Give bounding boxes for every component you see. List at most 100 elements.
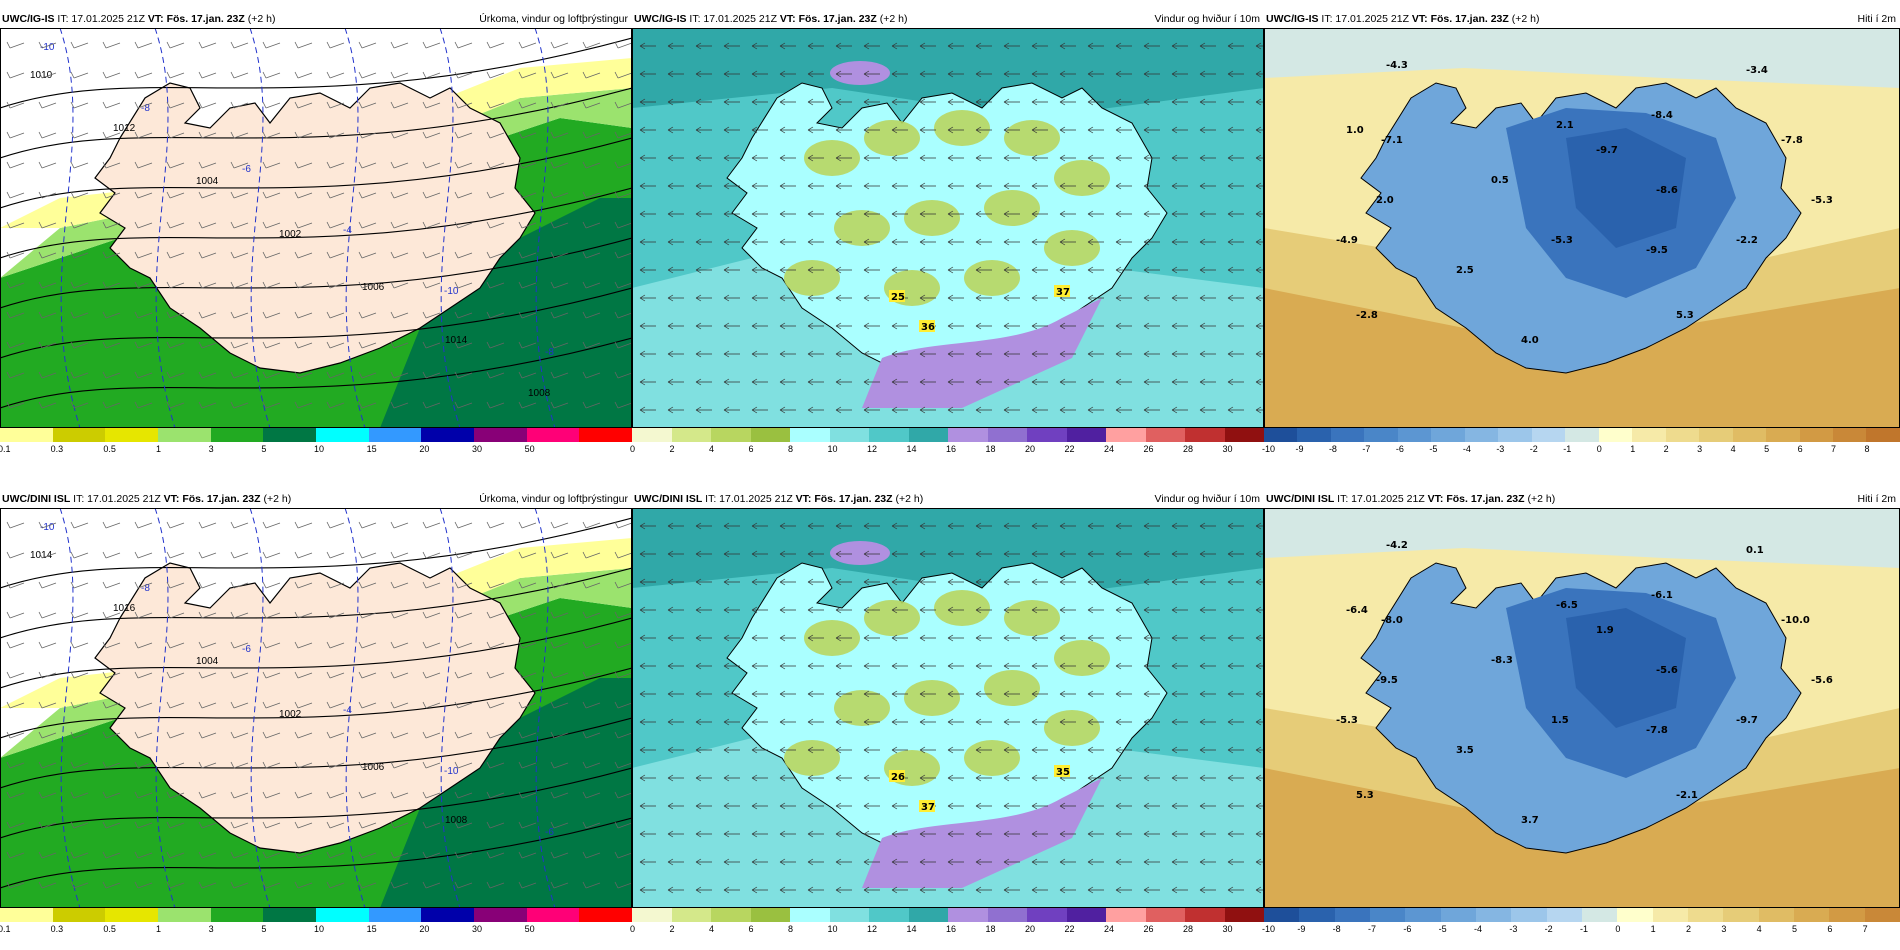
wind-arrow (1003, 42, 1020, 50)
wind-barb (230, 221, 249, 229)
wind-barb (390, 401, 409, 409)
wind-barb (550, 371, 569, 379)
wind-arrow (1171, 662, 1188, 670)
wind-arrow (1227, 662, 1244, 670)
wind-barb (454, 761, 473, 769)
scale-label: -8 (1332, 924, 1341, 934)
wind-barb (518, 581, 537, 589)
wind-arrow (1199, 662, 1216, 670)
scale-label: 20 (419, 444, 430, 454)
wind-barb (422, 641, 441, 649)
wind-arrow (639, 662, 656, 670)
wind-arrow (1059, 830, 1076, 838)
wind-arrow (891, 378, 908, 386)
wind-arrow (1199, 746, 1216, 754)
wind-arrow (751, 378, 768, 386)
wind-arrow (835, 406, 852, 414)
wind-barb (614, 731, 632, 739)
scale-label: 0 (630, 444, 636, 454)
wind-arrow (1031, 294, 1048, 302)
scale-swatch (1330, 428, 1365, 442)
wind-arrow (919, 634, 936, 642)
wind-arrow (639, 746, 656, 754)
gust-value: 36 (921, 322, 935, 333)
scale-label: 5 (1792, 924, 1798, 934)
wind-arrow (1143, 350, 1160, 358)
wind-arrow (723, 858, 740, 866)
scale-label: -6 (1395, 444, 1404, 454)
wind-barb (102, 191, 121, 199)
wind-barb (166, 161, 185, 169)
wind-arrow (835, 774, 852, 782)
wind-arrow (947, 662, 964, 670)
wind-barb (454, 611, 473, 619)
wind-barb (390, 131, 409, 139)
wind-barb (518, 251, 537, 259)
scale-label: 18 (985, 924, 996, 934)
wind-arrow (1171, 210, 1188, 218)
wind-arrow (863, 210, 880, 218)
wind-barb (294, 611, 313, 619)
wind-arrow (1003, 406, 1020, 414)
scale-label: 15 (366, 924, 377, 934)
wind-barb (582, 311, 601, 319)
wind-arrow (1227, 690, 1244, 698)
wind-arrow (639, 126, 656, 134)
wind-arrow (1227, 98, 1244, 106)
wind-barb (486, 821, 505, 829)
wind-arrow (723, 238, 740, 246)
wind-arrow (723, 634, 740, 642)
gust-value: 37 (921, 802, 935, 813)
wind-barb (614, 281, 632, 289)
scale-label: 20 (419, 924, 430, 934)
scale-swatch (1832, 428, 1867, 442)
wind-arrow (891, 70, 908, 78)
wind-arrow (1003, 718, 1020, 726)
scale-label: 30 (472, 444, 483, 454)
wind-barb (6, 191, 25, 199)
wind-arrow (947, 126, 964, 134)
wind-barb (422, 251, 441, 259)
wind-barb (230, 821, 249, 829)
wind-barb (518, 341, 537, 349)
wind-arrow (723, 350, 740, 358)
wind-arrow (667, 70, 684, 78)
map-frame (632, 28, 1264, 428)
scale-swatch (948, 428, 988, 442)
precip-map: 1010 1012 1004 1002 1006 1014 1008 -10 -8 -6 -4 -10… (0, 28, 632, 428)
wind-arrow (835, 634, 852, 642)
scale-swatch (1498, 428, 1532, 442)
wind-arrow (807, 886, 824, 894)
isobar-line (0, 817, 632, 889)
wind-calm-patch (1044, 230, 1100, 266)
color-scale (1264, 908, 1900, 922)
wind-barb (166, 341, 185, 349)
wind-arrow (1171, 350, 1188, 358)
wind-arrow (1199, 238, 1216, 246)
isobar-label: 1010 (30, 70, 53, 81)
wind-arrow (1003, 522, 1020, 530)
wind-barb (454, 401, 473, 409)
wind-arrow (1003, 774, 1020, 782)
wind-barb (390, 221, 409, 229)
scale-swatch (1369, 908, 1406, 922)
wind-barb (326, 341, 345, 349)
wind-barb (102, 851, 121, 859)
wind-barb (6, 281, 25, 289)
wind-barb (390, 701, 409, 709)
wind-barb (262, 251, 281, 259)
wind-barb (294, 671, 313, 679)
scale-swatch (1027, 428, 1067, 442)
wind-arrow (919, 858, 936, 866)
wind-arrow (1199, 154, 1216, 162)
scale-swatch (948, 908, 988, 922)
model-name: UWC/IG-IS (2, 13, 55, 25)
scale-swatch (829, 908, 869, 922)
scale-swatch (750, 428, 790, 442)
wind-barb (550, 671, 569, 679)
forecast-offset: (+2 h) (247, 13, 276, 25)
isotherm-label: -10 (444, 766, 459, 777)
scale-label: 12 (867, 444, 878, 454)
wind-barb (230, 41, 249, 49)
wind-barb (166, 131, 185, 139)
